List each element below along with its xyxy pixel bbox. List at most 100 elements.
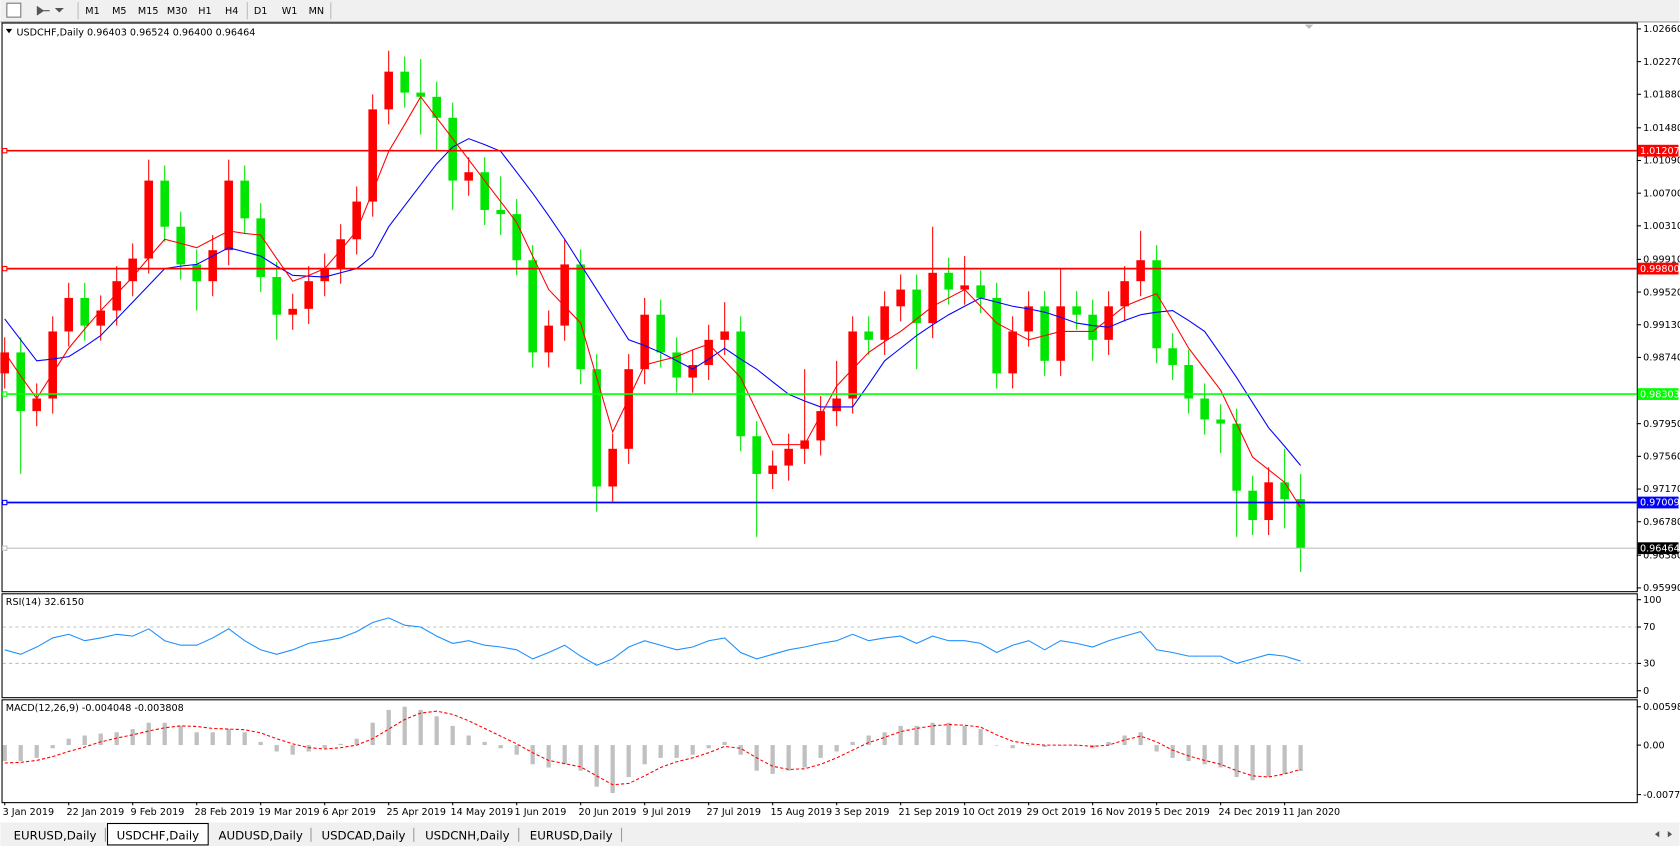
y-tick-label: 0.97560 [1643,452,1680,463]
tab-scroll[interactable] [1654,831,1673,838]
candle-body [480,172,489,210]
moving-average [4,95,1302,508]
y-tick-label: 1.01480 [1643,123,1680,134]
timeframe-button[interactable]: M15 [138,6,159,17]
candle-body [720,331,729,340]
y-tick-label: 0.96780 [1643,517,1680,528]
macd-bar [290,745,295,755]
y-tick-label: 1.02660 [1643,24,1680,35]
macd-bar [210,732,215,746]
candle-body [288,308,297,315]
tool-icon[interactable] [36,5,64,16]
candle-body [112,281,121,311]
macd-bar [66,738,71,746]
tab-label[interactable]: USDCHF,Daily [117,829,200,843]
candle-body [464,172,473,181]
y-tick-label: 1.01880 [1643,89,1680,100]
candle-body [64,297,73,332]
candle-body [1104,306,1113,340]
level-label-bg [1637,542,1679,555]
template-icon[interactable] [6,2,22,18]
macd-bar [1186,745,1191,762]
price-panel [1,22,1638,593]
tab[interactable] [415,825,519,844]
candle-body [656,314,665,353]
timeframe-button[interactable]: W1 [282,6,298,17]
x-tick-label: 24 Dec 2019 [1218,807,1280,818]
candle-body [864,331,873,340]
timeframe-button[interactable]: M30 [167,6,188,17]
timeframe-button[interactable]: MN [309,6,325,17]
macd-bar [50,745,55,749]
tab[interactable] [106,822,209,846]
candle-body [736,331,745,437]
candle-body [1184,364,1193,399]
candle-body [880,306,889,340]
y-tick-label: 0.95990 [1643,583,1680,594]
macd-bar [610,745,615,794]
y-tick-label: 30 [1643,659,1655,670]
candle-body [32,398,41,412]
macd-bar [1282,745,1287,774]
macd-bar [1250,745,1255,781]
level-anchor [2,391,8,397]
x-tick-label: 15 Aug 2019 [771,807,833,818]
x-tick-label: 27 Jul 2019 [707,807,761,818]
candle-body [768,465,777,474]
macd-bar [530,745,535,765]
candle-body [1216,419,1225,424]
candle-body [336,239,345,269]
x-tick-label: 16 Nov 2019 [1091,807,1153,818]
macd-bar [370,722,375,746]
level-anchor [2,265,8,272]
tab[interactable] [4,825,106,844]
collapse-arrow[interactable] [5,28,13,34]
x-tick-label: 21 Sep 2019 [899,807,960,818]
y-tick-label: 1.02270 [1643,57,1680,68]
macd-bar [722,741,727,746]
candle-body [1296,499,1305,549]
level-anchor [2,499,8,506]
macd-bar [386,709,391,746]
candle-body [928,272,937,324]
candle-body [752,436,761,474]
tab-label[interactable]: USDCAD,Daily [321,829,405,843]
tab-label[interactable]: USDCNH,Daily [425,829,510,843]
candle-body [1072,306,1081,315]
macd-bar [1234,745,1239,778]
y-tick-label: 1.00700 [1643,188,1680,199]
candle-body [832,398,841,412]
candle-body [528,260,537,353]
candle-body [816,411,825,441]
timeframe-button[interactable]: M1 [85,6,99,17]
timeframe-button[interactable]: H4 [225,6,238,17]
macd-bar [1170,745,1175,758]
macd-bar [242,732,247,746]
candle-body [912,289,921,324]
candle-body [992,297,1001,374]
candle-body [1168,348,1177,365]
y-tick-label: 0.98740 [1643,353,1680,364]
y-tick-label: 0.96380 [1643,550,1680,561]
x-tick-label: 6 Apr 2019 [323,807,376,818]
candle-body [1136,260,1145,282]
timeframe-button[interactable]: D1 [254,6,268,17]
tab[interactable] [313,825,414,844]
y-tick-label: 0.97950 [1643,419,1680,430]
tab-label[interactable]: EURUSD,Daily [530,829,613,843]
timeframe-button[interactable]: H1 [198,6,211,17]
tab-label[interactable]: EURUSD,Daily [14,829,97,843]
timeframe-button[interactable]: M5 [112,6,126,17]
macd-bar [178,725,183,746]
macd-bar [130,729,135,746]
candle-body [512,214,521,261]
candle-body [224,180,233,251]
candle-body [320,268,329,282]
candle-body [1248,490,1257,521]
macd-bar [338,743,343,746]
candle-body [1040,306,1049,361]
x-tick-label: 25 Apr 2019 [387,807,447,818]
tab[interactable] [520,825,622,844]
tab[interactable] [210,825,311,844]
tab-label[interactable]: AUDUSD,Daily [218,829,302,843]
